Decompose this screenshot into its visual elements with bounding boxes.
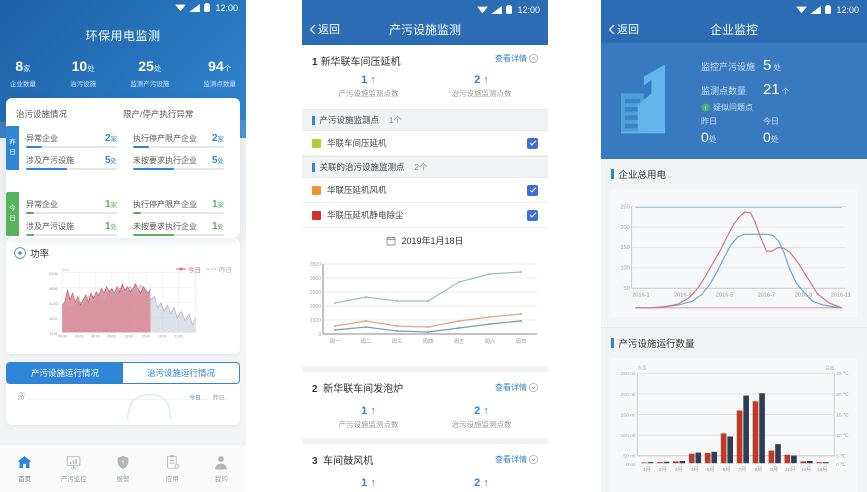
svg-text:2016-11: 2016-11 — [831, 293, 851, 299]
svg-text:3月: 3月 — [675, 467, 683, 473]
svg-text:9月: 9月 — [770, 467, 778, 473]
svg-text:3000: 3000 — [310, 276, 321, 282]
svg-text:5156: 5156 — [49, 271, 58, 276]
svg-text:0: 0 — [318, 332, 321, 338]
svg-text:3131: 3131 — [49, 331, 58, 336]
svg-text:21:00: 21:00 — [174, 335, 183, 339]
svg-text:周一: 周一 — [330, 338, 341, 345]
svg-text:(条): (条) — [18, 391, 26, 398]
svg-text:12:00: 12:00 — [125, 335, 134, 339]
svg-text:!: ! — [122, 461, 124, 467]
svg-text:2016-5: 2016-5 — [716, 293, 733, 299]
svg-text:周六: 周六 — [485, 337, 496, 345]
svg-text:8月: 8月 — [754, 467, 762, 473]
svg-text:今日: 今日 — [189, 393, 200, 401]
svg-text:11月: 11月 — [801, 467, 811, 473]
svg-text:1500: 1500 — [310, 318, 321, 324]
svg-text:4650: 4650 — [49, 286, 59, 291]
svg-text:2500: 2500 — [310, 290, 321, 296]
svg-text:50: 50 — [624, 286, 630, 292]
svg-text:2月: 2月 — [659, 467, 667, 473]
svg-text:03:00: 03:00 — [75, 335, 84, 339]
svg-text:0 ml: 0 ml — [626, 462, 635, 468]
svg-text:50 ml: 50 ml — [623, 454, 635, 460]
svg-text:2000: 2000 — [310, 304, 321, 310]
svg-text:5月: 5月 — [707, 467, 715, 473]
svg-text:150 ml: 150 ml — [621, 412, 636, 418]
svg-text:100: 100 — [620, 266, 629, 272]
svg-text:7月: 7月 — [739, 467, 747, 473]
svg-text:15 ℃: 15 ℃ — [836, 412, 849, 418]
svg-text:10 ℃: 10 ℃ — [836, 433, 849, 439]
svg-text:水量: 水量 — [637, 365, 647, 372]
svg-text:5 ℃: 5 ℃ — [836, 454, 846, 460]
svg-text:20 ℃: 20 ℃ — [836, 392, 849, 398]
svg-text:200: 200 — [620, 225, 629, 231]
svg-text:3500: 3500 — [310, 262, 321, 268]
svg-text:2016-7: 2016-7 — [758, 293, 775, 299]
svg-text:0 ℃: 0 ℃ — [836, 462, 846, 468]
svg-text:06:00: 06:00 — [91, 335, 100, 339]
svg-text:6月: 6月 — [723, 467, 731, 473]
svg-text:3637: 3637 — [49, 316, 58, 321]
svg-text:250 ml: 250 ml — [621, 371, 636, 377]
svg-text:250: 250 — [620, 204, 629, 210]
svg-text:150: 150 — [620, 245, 629, 251]
svg-text:1月: 1月 — [643, 467, 651, 473]
svg-text:10月: 10月 — [785, 467, 796, 473]
svg-text:周四: 周四 — [423, 338, 434, 345]
svg-text:00:00: 00:00 — [58, 335, 67, 339]
svg-text:温度: 温度 — [825, 365, 835, 372]
svg-text:昨日: 昨日 — [213, 393, 224, 401]
svg-text:2016-1: 2016-1 — [632, 293, 649, 299]
svg-text:4143: 4143 — [49, 301, 58, 306]
svg-text:12月: 12月 — [817, 467, 828, 473]
svg-text:09:00: 09:00 — [108, 335, 117, 339]
svg-text:15:00: 15:00 — [142, 335, 151, 339]
svg-text:18:00: 18:00 — [158, 335, 167, 339]
svg-text:(kW): (kW) — [62, 268, 70, 272]
svg-text:25 ℃: 25 ℃ — [836, 371, 849, 377]
svg-text:200 ml: 200 ml — [621, 392, 636, 398]
svg-text:周三: 周三 — [392, 338, 403, 345]
svg-text:周日: 周日 — [516, 338, 527, 345]
svg-text:周五: 周五 — [454, 338, 465, 345]
svg-text:周二: 周二 — [361, 338, 372, 345]
svg-text:4月: 4月 — [691, 467, 699, 473]
svg-text:100 ml: 100 ml — [621, 433, 636, 439]
